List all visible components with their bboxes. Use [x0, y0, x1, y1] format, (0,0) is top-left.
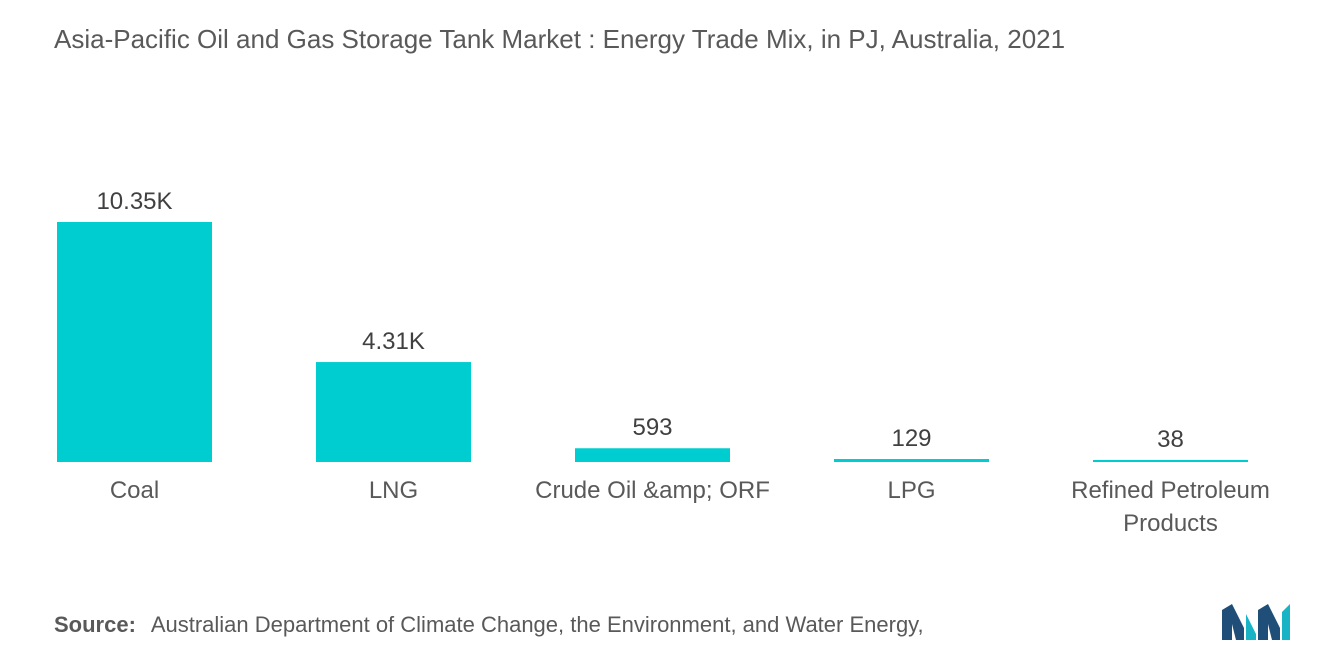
- source-text: Australian Department of Climate Change,…: [150, 612, 924, 637]
- category-label-2: Crude Oil &amp; ORF: [535, 477, 770, 504]
- source-label: Source:: [54, 612, 136, 637]
- chart-title: Asia-Pacific Oil and Gas Storage Tank Ma…: [54, 24, 1066, 54]
- bar-0: [57, 222, 212, 462]
- bar-3: [834, 459, 989, 462]
- bar-1: [316, 362, 471, 462]
- bar-4: [1093, 460, 1248, 462]
- bar-2: [575, 448, 730, 462]
- value-label-3: 129: [891, 425, 931, 452]
- bar-chart: 10.35K Coal 4.31K LNG 593 Crude Oil &amp; ORF…: [57, 188, 1270, 537]
- value-label-4: 38: [1157, 426, 1184, 453]
- category-label-4-line-0: Refined Petroleum: [1071, 477, 1270, 504]
- value-label-0: 10.35K: [96, 188, 172, 215]
- source-note: Source: Australian Department of Climate…: [54, 612, 924, 638]
- category-label-1: LNG: [369, 477, 418, 504]
- category-label-4-line-1: Products: [1123, 510, 1218, 537]
- value-label-1: 4.31K: [362, 328, 425, 355]
- category-label-0: Coal: [110, 477, 159, 504]
- category-label-3: LPG: [887, 477, 935, 504]
- value-label-2: 593: [632, 414, 672, 441]
- mordor-logo-icon: [1222, 604, 1290, 640]
